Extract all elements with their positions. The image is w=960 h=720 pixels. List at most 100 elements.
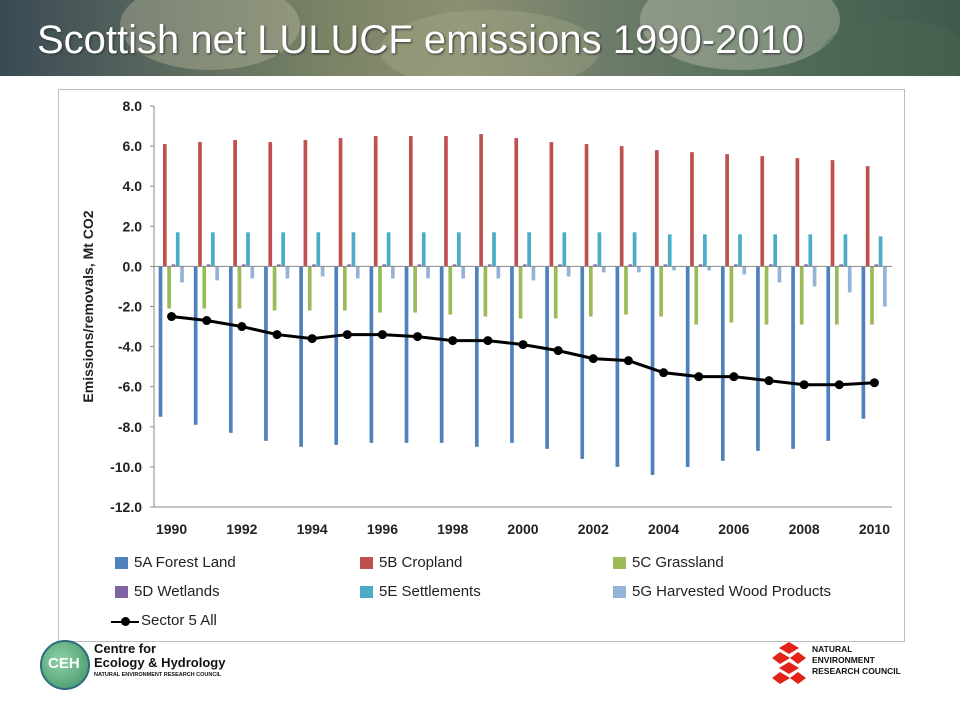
bar <box>777 266 782 283</box>
bar <box>764 266 769 325</box>
bar <box>663 264 668 267</box>
bar <box>562 232 567 267</box>
bar <box>659 266 663 317</box>
bar <box>874 264 879 267</box>
y-tick-label: -2.0 <box>118 299 142 315</box>
bar <box>426 266 430 279</box>
x-tick-label: 2004 <box>648 521 679 537</box>
bar <box>369 266 374 443</box>
legend-dot-marker <box>121 617 130 626</box>
bar <box>558 264 562 267</box>
bar <box>549 142 554 267</box>
bar <box>206 264 211 267</box>
bar <box>496 266 501 279</box>
bar <box>487 264 492 267</box>
bar <box>870 266 874 325</box>
x-tick-label: 2002 <box>578 521 609 537</box>
bar <box>804 264 808 267</box>
bar <box>883 266 887 307</box>
bar <box>241 264 246 267</box>
sector-point <box>869 378 879 388</box>
bar <box>281 232 285 267</box>
bar <box>698 264 703 267</box>
bar <box>650 266 655 475</box>
bar <box>624 266 628 315</box>
x-tick-label: 1990 <box>156 521 187 537</box>
bar <box>417 264 422 267</box>
sector-point <box>307 334 317 344</box>
bar <box>246 232 250 267</box>
bar <box>307 266 312 311</box>
sector-point <box>553 346 563 356</box>
bar <box>175 232 180 267</box>
bar <box>601 266 606 273</box>
bar <box>180 266 184 283</box>
bar <box>566 266 571 277</box>
y-tick-label: -10.0 <box>110 459 142 475</box>
bar <box>510 266 514 443</box>
bar <box>316 232 321 267</box>
bar <box>720 266 725 461</box>
nerc-line2: ENVIRONMENT <box>812 655 875 665</box>
bar <box>347 264 351 267</box>
bar <box>320 266 325 277</box>
bar <box>843 234 848 267</box>
bar <box>158 266 163 417</box>
legend-swatch <box>613 586 626 598</box>
sector-point <box>799 380 809 390</box>
y-tick-label: 0.0 <box>123 258 143 274</box>
bar <box>795 158 800 267</box>
ceh-line1: Centre for <box>94 641 157 656</box>
bar <box>228 266 233 433</box>
bar <box>355 266 360 279</box>
y-tick-label: 4.0 <box>123 178 143 194</box>
bar <box>215 266 220 281</box>
bar <box>202 266 207 309</box>
bar <box>171 264 176 267</box>
nerc-line1: NATURAL <box>812 644 853 654</box>
bar <box>351 232 356 267</box>
ceh-logo-icon: CEH <box>40 640 90 690</box>
bar <box>615 266 620 467</box>
bar <box>299 266 303 447</box>
bar <box>742 266 747 275</box>
ceh-badge-text: CEH <box>48 655 80 672</box>
sector-point <box>764 376 774 386</box>
bar <box>408 136 413 267</box>
bar <box>756 266 760 451</box>
bar <box>479 134 483 267</box>
bar <box>391 266 395 279</box>
bar <box>373 136 378 267</box>
bar <box>839 264 843 267</box>
bar <box>474 266 479 447</box>
sector-point <box>483 336 493 346</box>
bar <box>167 266 171 309</box>
ceh-subtitle: NATURAL ENVIRONMENT RESEARCH COUNCIL <box>94 672 222 678</box>
x-tick-label: 2000 <box>507 521 538 537</box>
x-tick-label: 2008 <box>789 521 820 537</box>
bar <box>268 142 273 267</box>
bar <box>593 264 597 267</box>
sector-point <box>202 316 212 326</box>
x-tick-label: 1998 <box>437 521 468 537</box>
legend-label: 5D Wetlands <box>134 583 220 600</box>
legend-label: 5G Harvested Wood Products <box>632 583 831 600</box>
bar <box>386 232 391 267</box>
sector-point <box>694 372 704 382</box>
page-title: Scottish net LULUCF emissions 1990-2010 <box>37 18 805 62</box>
legend-swatch <box>115 586 128 598</box>
legend-swatch <box>360 557 373 569</box>
ceh-logo: CEH Centre for Ecology & Hydrology NATUR… <box>40 640 240 690</box>
sector-point <box>272 330 282 340</box>
bar <box>483 266 488 317</box>
title-banner: Scottish net LULUCF emissions 1990-2010 <box>0 0 960 76</box>
sector-point <box>518 340 528 350</box>
sector-point <box>588 354 598 364</box>
bar <box>285 266 290 279</box>
bar <box>773 234 777 267</box>
bar <box>672 266 676 271</box>
bar <box>413 266 417 313</box>
bar <box>791 266 795 449</box>
legend-swatch <box>360 586 373 598</box>
bar <box>342 266 347 311</box>
